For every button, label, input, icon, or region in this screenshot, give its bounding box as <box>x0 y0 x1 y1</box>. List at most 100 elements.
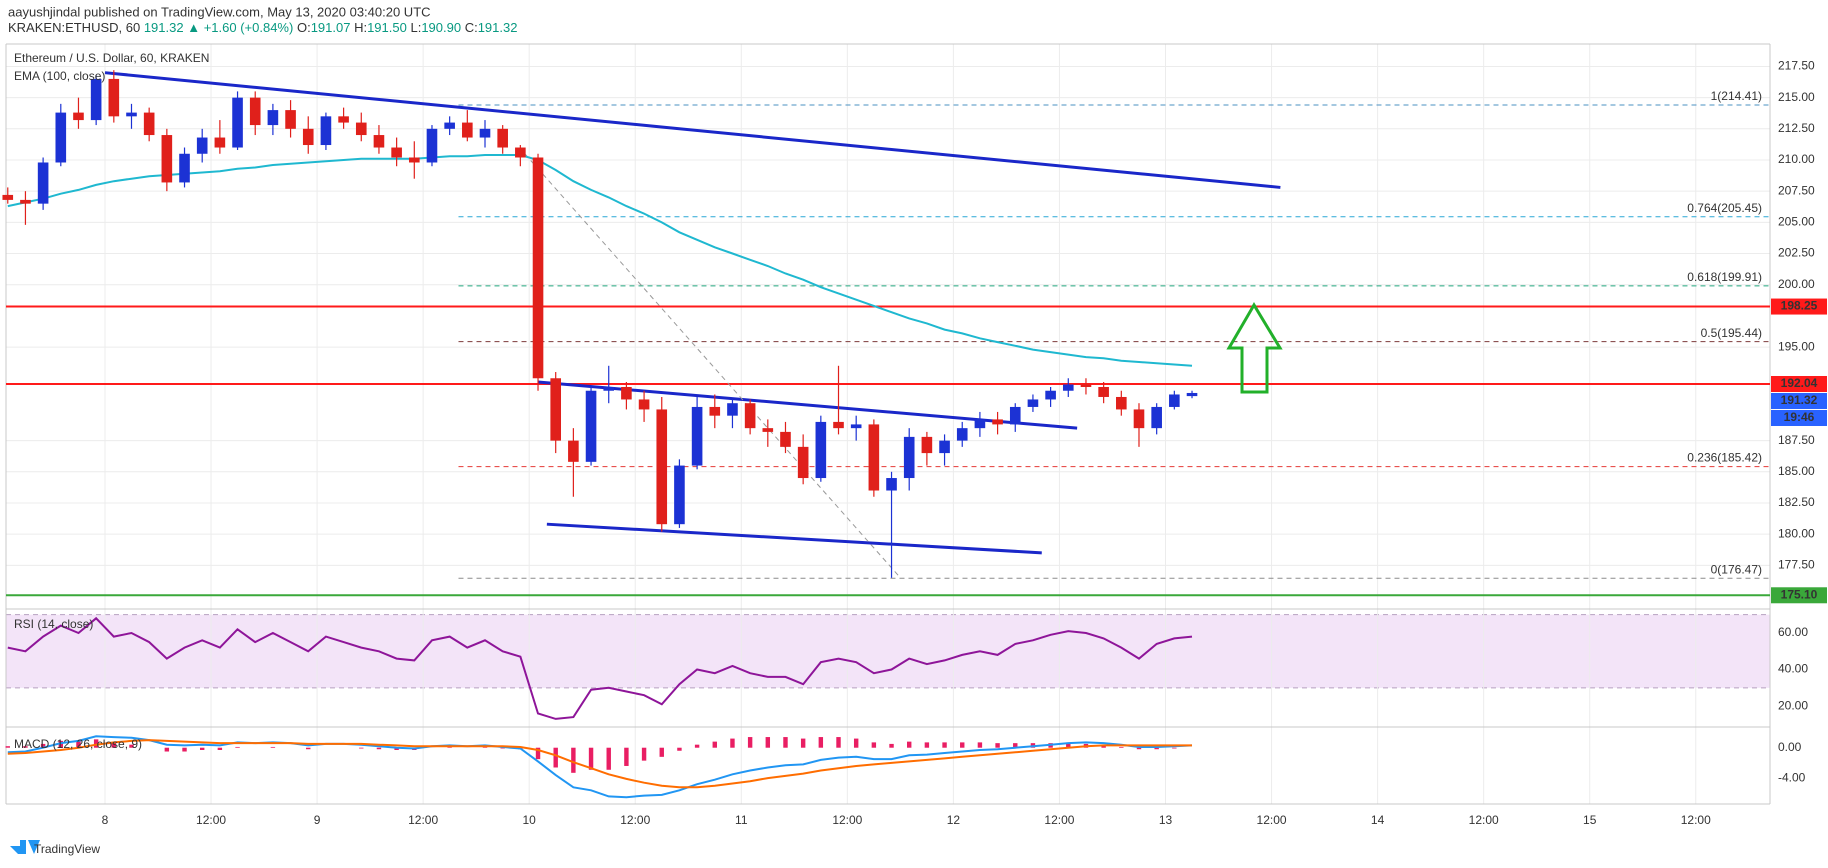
x-tick-label: 11 <box>735 813 748 827</box>
macd-histogram <box>129 744 134 748</box>
macd-histogram <box>995 743 1000 748</box>
macd-histogram <box>270 746 276 748</box>
candle-body <box>532 157 544 379</box>
candle-body <box>1186 392 1198 397</box>
macd-histogram <box>359 747 364 749</box>
macd-histogram <box>482 746 488 748</box>
y-tick-label: 20.00 <box>1778 698 1808 712</box>
macd-histogram <box>111 742 117 748</box>
macd-histogram <box>942 742 947 748</box>
candle-body <box>373 135 385 148</box>
y-tick-label: 195.00 <box>1778 339 1815 353</box>
ohlc-value: 191.32 <box>478 20 518 35</box>
macd-histogram <box>800 738 806 748</box>
macd-histogram <box>447 746 452 748</box>
y-tick-label: 0.00 <box>1778 740 1802 754</box>
macd-histogram <box>747 737 753 748</box>
candle-body <box>1045 390 1056 400</box>
macd-histogram <box>871 742 877 748</box>
candle-body <box>656 409 668 525</box>
x-tick-label: 9 <box>314 813 321 827</box>
trendline <box>546 522 1042 555</box>
candle-body <box>638 399 650 410</box>
price-label: 175.10 <box>1781 587 1818 601</box>
macd-title: MACD (12, 26, close, 9) <box>14 737 142 751</box>
y-tick-label: 180.00 <box>1778 526 1815 540</box>
macd-histogram <box>235 746 240 748</box>
x-tick-label: 10 <box>523 813 537 827</box>
candle-body <box>603 386 615 391</box>
signal-line <box>7 739 1192 789</box>
macd-histogram <box>553 747 558 768</box>
candle-body <box>780 431 791 447</box>
candle-body <box>479 128 491 138</box>
price-label: 198.25 <box>1781 299 1818 313</box>
macd-histogram <box>694 744 700 748</box>
macd-histogram <box>977 742 983 748</box>
x-tick-label: 12:00 <box>408 813 438 827</box>
candle-body <box>1151 406 1162 429</box>
macd-histogram <box>199 747 205 750</box>
macd-histogram <box>960 742 965 748</box>
ohlc-key: O: <box>297 20 311 35</box>
ohlc-value: 191.50 <box>367 20 407 35</box>
macd-histogram <box>818 737 824 748</box>
macd-histogram <box>1013 743 1018 748</box>
macd-histogram <box>40 743 46 748</box>
macd-histogram <box>730 738 735 748</box>
macd-histogram <box>535 747 541 760</box>
ema-legend: EMA (100, close) <box>14 69 105 83</box>
candle-body <box>621 386 632 400</box>
y-tick-label: 217.50 <box>1778 59 1815 73</box>
x-tick-label: 15 <box>1583 813 1597 827</box>
candle-body <box>249 97 261 126</box>
ema-line <box>7 154 1193 367</box>
candle-body <box>797 446 809 479</box>
macd-histogram <box>1119 746 1124 748</box>
candle-body <box>232 97 243 148</box>
candle-body <box>1133 409 1145 429</box>
up-arrow <box>1226 302 1283 394</box>
candle-body <box>161 135 173 183</box>
trendline <box>104 71 1281 189</box>
candle-body <box>903 436 915 479</box>
price-label-box <box>1771 375 1827 392</box>
candle-body <box>974 419 986 429</box>
candle-body <box>921 436 933 454</box>
macd-histogram <box>853 738 859 748</box>
y-tick-label: 202.50 <box>1778 246 1815 260</box>
candle-body <box>73 112 84 121</box>
candle-body <box>1169 394 1180 407</box>
candle-body <box>1080 384 1092 387</box>
fib-label: 0(176.47) <box>1711 562 1762 576</box>
x-tick-label: 12:00 <box>1469 813 1499 827</box>
ohlc-key: L: <box>410 20 421 35</box>
x-tick-label: 8 <box>102 813 109 827</box>
published-line: aayushjindal published on TradingView.co… <box>8 4 431 19</box>
y-tick-label: 60.00 <box>1778 625 1808 639</box>
candle-body <box>1009 406 1021 425</box>
candle-body <box>727 403 738 416</box>
candle-body <box>302 128 314 146</box>
macd-histogram <box>924 742 930 748</box>
last-price: 191.32 <box>144 20 184 35</box>
candle-body <box>515 147 526 158</box>
fib-label: 0.618(199.91) <box>1687 270 1762 284</box>
ohlc-key: C: <box>465 20 478 35</box>
candle-body <box>462 122 473 138</box>
candle-body <box>2 194 14 200</box>
logo-icon <box>10 840 40 854</box>
rsi-band <box>6 614 1770 688</box>
candle-body <box>320 116 332 146</box>
candle-body <box>497 128 508 148</box>
ohlc-value: 191.07 <box>311 20 351 35</box>
rsi-title: RSI (14, close) <box>14 617 93 631</box>
candle-body <box>408 157 420 163</box>
candle-body <box>1027 399 1039 407</box>
y-tick-label: -4.00 <box>1778 770 1806 784</box>
candle-body <box>868 424 880 491</box>
macd-histogram <box>376 747 382 750</box>
macd-histogram <box>217 747 223 750</box>
